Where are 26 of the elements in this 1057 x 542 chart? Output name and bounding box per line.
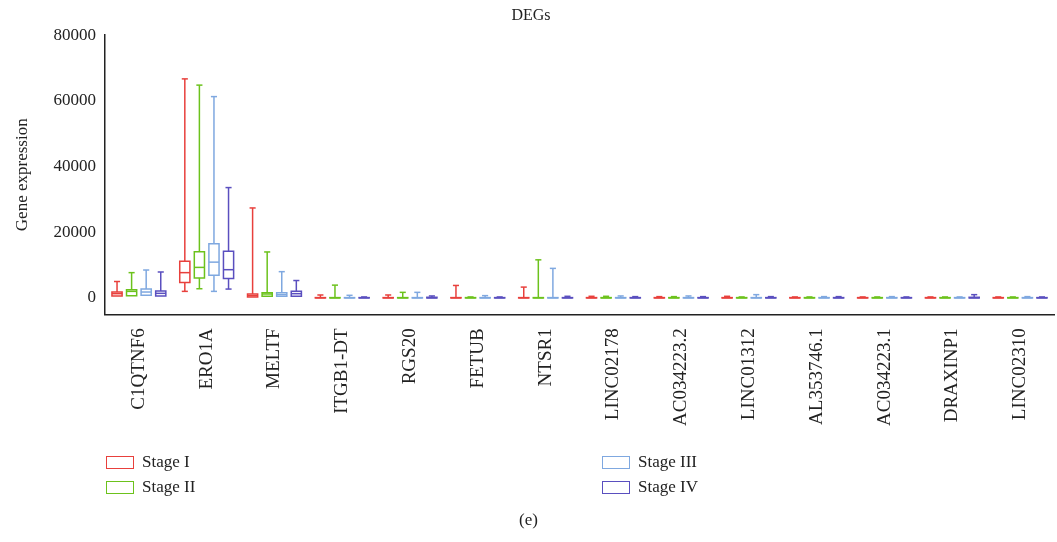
- y-tick-label: 0: [87, 287, 96, 307]
- legend-label: Stage III: [638, 452, 698, 472]
- x-tick-label: DRAXINP1: [940, 328, 962, 423]
- x-tick-label: AC034223.1: [872, 328, 894, 427]
- x-tick-label: FETUB: [465, 328, 487, 389]
- legend-label: Stage IV: [638, 477, 698, 497]
- y-axis-title: Gene expression: [11, 117, 31, 232]
- y-tick-label: 20000: [53, 221, 96, 241]
- x-tick-label: AL353746.1: [804, 328, 826, 425]
- y-tick-label: 40000: [53, 156, 96, 176]
- x-tick-label: MELTF: [262, 328, 284, 389]
- legend-label: Stage II: [142, 477, 196, 497]
- x-tick-label: AC034223.2: [669, 328, 691, 427]
- x-tick-label: NTSR1: [533, 328, 555, 387]
- x-tick-label: RGS20: [398, 328, 420, 385]
- x-tick-label: ITGB1-DT: [330, 327, 352, 414]
- y-tick-label: 80000: [53, 24, 96, 44]
- x-tick-label: C1QTNF6: [126, 328, 148, 410]
- x-tick-label: LINC01312: [736, 328, 758, 421]
- legend-label: Stage I: [142, 452, 190, 472]
- x-tick-label: LINC02178: [601, 328, 623, 421]
- x-tick-label: LINC02310: [1008, 328, 1030, 421]
- text: (e): [518, 510, 539, 530]
- y-tick-label: 60000: [53, 90, 96, 110]
- chart-title: DEGs: [511, 5, 551, 23]
- x-tick-label: ERO1A: [194, 328, 216, 390]
